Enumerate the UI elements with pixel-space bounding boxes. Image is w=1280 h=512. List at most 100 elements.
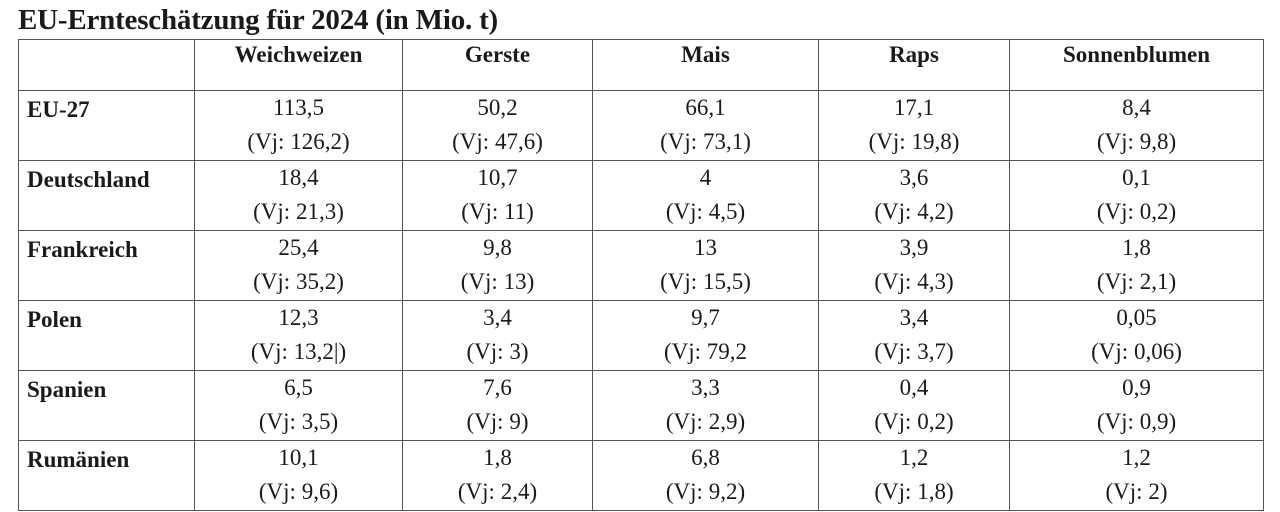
cell-value: 0,1: [1122, 165, 1151, 190]
table-cell: 1,2 (Vj: 2): [1009, 440, 1264, 511]
table-cell: 3,3 (Vj: 2,9): [592, 370, 819, 441]
row-label-cell: Rumänien: [18, 440, 195, 511]
table-cell: 7,6 (Vj: 9): [402, 370, 593, 441]
table-cell: 0,05 (Vj: 0,06): [1009, 300, 1264, 371]
table-cell: 4 (Vj: 4,5): [592, 160, 819, 231]
table-cell: 6,5 (Vj: 3,5): [194, 370, 403, 441]
cell-value: 6,8: [691, 445, 720, 470]
cell-previous-year: (Vj: 9,6): [258, 479, 339, 504]
cell-previous-year: (Vj: 0,2): [1096, 199, 1177, 224]
cell-value: 50,2: [477, 95, 518, 120]
cell-previous-year: (Vj: 4,5): [665, 199, 746, 224]
row-label: Spanien: [27, 377, 107, 402]
column-header-sonnenblumen: Sonnenblumen: [1009, 39, 1264, 91]
cell-value: 12,3: [278, 305, 319, 330]
cell-previous-year: (Vj: 9): [466, 409, 529, 434]
table-cell: 50,2 (Vj: 47,6): [402, 90, 593, 161]
cell-previous-year: (Vj: 21,3): [253, 199, 344, 224]
table-cell: 66,1 (Vj: 73,1): [592, 90, 819, 161]
cell-value: 0,05: [1116, 305, 1157, 330]
column-header-empty: [18, 39, 195, 91]
table-cell: 12,3 (Vj: 13,2|): [194, 300, 403, 371]
table-cell: 0,9 (Vj: 0,9): [1009, 370, 1264, 441]
cell-previous-year: (Vj: 35,2): [253, 269, 344, 294]
row-label-cell: Frankreich: [18, 230, 195, 301]
cell-previous-year: (Vj: 2): [1105, 479, 1168, 504]
table-row: Polen 12,3 (Vj: 13,2|) 3,4 (Vj: 3) 9,7 (Vj: 79…: [18, 300, 1264, 371]
row-label: EU-27: [27, 97, 90, 122]
table-cell: 9,8 (Vj: 13): [402, 230, 593, 301]
table-cell: 0,4 (Vj: 0,2): [818, 370, 1010, 441]
row-label: Frankreich: [27, 237, 138, 262]
cell-previous-year: (Vj: 2,9): [665, 409, 746, 434]
cell-previous-year: (Vj: 3,5): [258, 409, 339, 434]
table-cell: 10,7 (Vj: 11): [402, 160, 593, 231]
table-row: Deutschland 18,4 (Vj: 21,3) 10,7 (Vj: 11) 4 (V…: [18, 160, 1264, 231]
cell-previous-year: (Vj: 4,2): [874, 199, 954, 224]
cell-value: 4: [699, 165, 712, 190]
harvest-table: Weichweizen Gerste Mais Raps Sonnenblume…: [18, 39, 1264, 511]
cell-value: 1,8: [483, 445, 512, 470]
cell-previous-year: (Vj: 9,8): [1096, 129, 1177, 154]
cell-previous-year: (Vj: 9,2): [665, 479, 746, 504]
table-cell: 10,1 (Vj: 9,6): [194, 440, 403, 511]
table-cell: 3,4 (Vj: 3): [402, 300, 593, 371]
row-label: Deutschland: [27, 167, 150, 192]
cell-value: 10,1: [278, 445, 319, 470]
table-row: EU-27 113,5 (Vj: 126,2) 50,2 (Vj: 47,6) 66,1 (…: [18, 90, 1264, 161]
cell-previous-year: (Vj: 126,2): [247, 129, 350, 154]
cell-value: 7,6: [483, 375, 512, 400]
cell-previous-year: (Vj: 0,06): [1091, 339, 1182, 364]
cell-previous-year: (Vj: 1,8): [874, 479, 954, 504]
cell-previous-year: (Vj: 15,5): [660, 269, 751, 294]
cell-value: 13: [694, 235, 717, 260]
table-cell: 113,5 (Vj: 126,2): [194, 90, 403, 161]
column-header-mais: Mais: [592, 39, 819, 91]
cell-previous-year: (Vj: 13): [460, 269, 535, 294]
cell-previous-year: (Vj: 3,7): [874, 339, 954, 364]
column-header-raps: Raps: [818, 39, 1010, 91]
cell-previous-year: (Vj: 13,2|): [250, 339, 347, 364]
cell-value: 10,7: [477, 165, 518, 190]
page-title: EU-Ernteschätzung für 2024 (in Mio. t): [18, 4, 499, 36]
cell-value: 3,3: [691, 375, 720, 400]
table-cell: 18,4 (Vj: 21,3): [194, 160, 403, 231]
table-cell: 25,4 (Vj: 35,2): [194, 230, 403, 301]
table-cell: 9,7 (Vj: 79,2: [592, 300, 819, 371]
table-row: Frankreich 25,4 (Vj: 35,2) 9,8 (Vj: 13) 13 (Vj…: [18, 230, 1264, 301]
cell-value: 66,1: [685, 95, 726, 120]
cell-value: 9,7: [691, 305, 720, 330]
table-row: Spanien 6,5 (Vj: 3,5) 7,6 (Vj: 9) 3,3 (Vj: 2,9…: [18, 370, 1264, 441]
table-cell: 13 (Vj: 15,5): [592, 230, 819, 301]
table-cell: 1,8 (Vj: 2,1): [1009, 230, 1264, 301]
cell-value: 18,4: [278, 165, 319, 190]
cell-previous-year: (Vj: 73,1): [660, 129, 751, 154]
column-header-weichweizen: Weichweizen: [194, 39, 403, 91]
cell-previous-year: (Vj: 19,8): [868, 129, 960, 154]
cell-previous-year: (Vj: 0,2): [874, 409, 954, 434]
table-cell: 1,2 (Vj: 1,8): [818, 440, 1010, 511]
table-row: Rumänien 10,1 (Vj: 9,6) 1,8 (Vj: 2,4) 6,8 (Vj:…: [18, 440, 1264, 511]
row-label-cell: EU-27: [18, 90, 195, 161]
cell-previous-year: (Vj: 2,4): [457, 479, 538, 504]
cell-value: 3,4: [899, 305, 929, 330]
row-label-cell: Polen: [18, 300, 195, 371]
cell-value: 113,5: [273, 95, 324, 120]
cell-value: 0,4: [899, 375, 929, 400]
table-cell: 3,4 (Vj: 3,7): [818, 300, 1010, 371]
table-cell: 6,8 (Vj: 9,2): [592, 440, 819, 511]
cell-value: 1,2: [1122, 445, 1151, 470]
cell-previous-year: (Vj: 47,6): [452, 129, 543, 154]
cell-previous-year: (Vj: 3): [466, 339, 529, 364]
table-cell: 3,6 (Vj: 4,2): [818, 160, 1010, 231]
table-cell: 8,4 (Vj: 9,8): [1009, 90, 1264, 161]
cell-value: 9,8: [483, 235, 512, 260]
column-header-gerste: Gerste: [402, 39, 593, 91]
cell-value: 25,4: [278, 235, 319, 260]
cell-value: 3,9: [899, 235, 929, 260]
cell-previous-year: (Vj: 79,2: [663, 339, 748, 364]
cell-value: 6,5: [284, 375, 313, 400]
table-cell: 1,8 (Vj: 2,4): [402, 440, 593, 511]
cell-previous-year: (Vj: 11): [461, 199, 534, 224]
cell-value: 0,9: [1122, 375, 1151, 400]
